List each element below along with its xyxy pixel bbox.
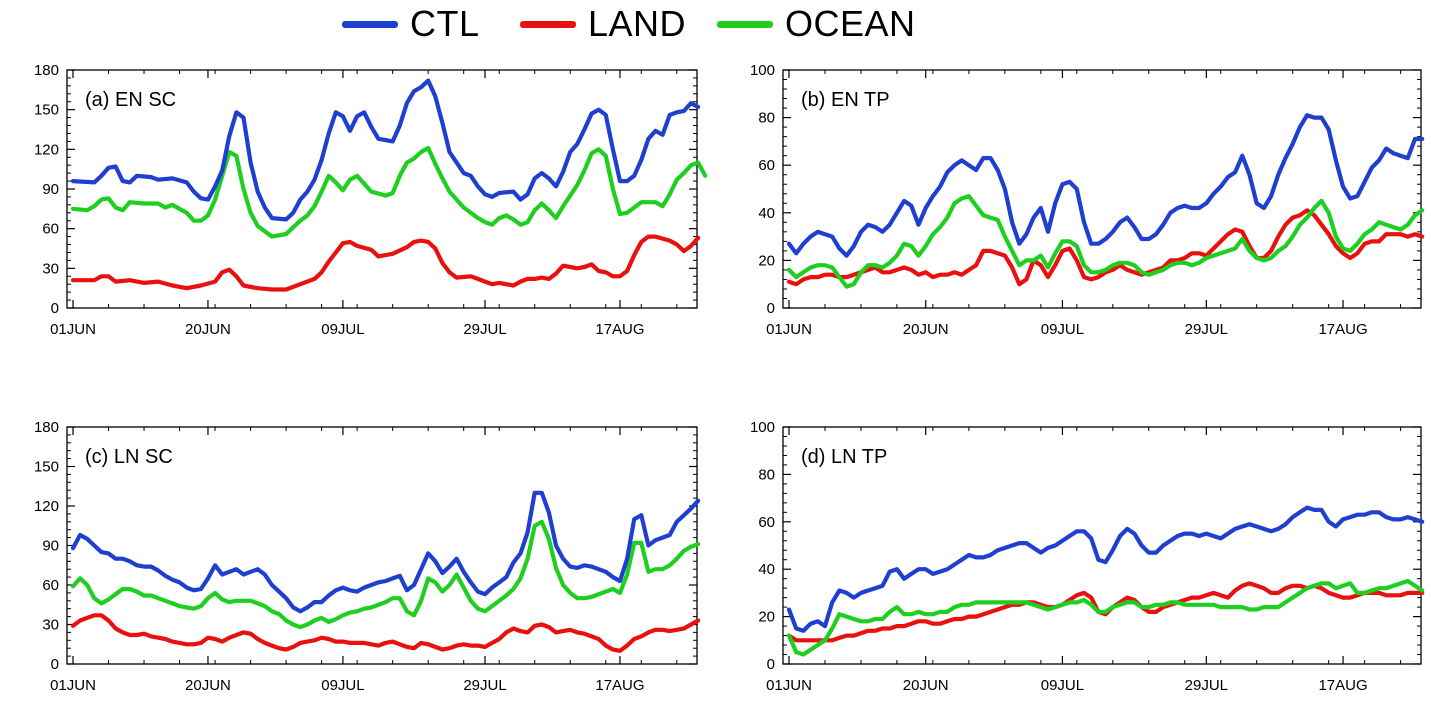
x-tick-label-d: 20JUN	[903, 677, 949, 694]
chart-c: 0 30 60 90 120 150 180 01JUN 20JUN 09JUL 29JUL 17AU…	[34, 419, 701, 694]
x-tick-label-b: 29JUL	[1185, 321, 1228, 338]
y-tick-label-d: 40	[758, 561, 775, 578]
series-line-ocean-a	[70, 145, 708, 239]
series-line-ctl-c	[70, 490, 701, 614]
panel-title-b: (b) EN TP	[801, 89, 890, 111]
series-line-land-a	[70, 234, 701, 292]
panel-title-a: (a) EN SC	[85, 89, 176, 111]
legend-item-land: LAND	[520, 2, 686, 46]
y-tick-label-b: 0	[767, 300, 775, 317]
y-tick-label-c: 60	[42, 577, 59, 594]
x-tick-label-d: 09JUL	[1041, 677, 1084, 694]
y-tick-label-c: 180	[34, 419, 59, 436]
series-line-ocean-d	[786, 578, 1425, 657]
chart-a: 0 30 60 90 120 150 180 01JUN 20JUN 09JUL 29JUL 17AU…	[34, 62, 708, 338]
series-line-ctl-a	[70, 78, 701, 222]
y-tick-label-b: 40	[758, 205, 775, 222]
x-tick-label-c: 09JUL	[321, 677, 364, 694]
legend-label-land: LAND	[588, 3, 687, 44]
x-tick-label-a: 17AUG	[595, 321, 644, 338]
plot-frame-d	[782, 426, 1422, 665]
y-tick-label-d: 60	[758, 514, 775, 531]
x-tick-label-a: 20JUN	[185, 321, 231, 338]
x-tick-label-a: 09JUL	[321, 321, 364, 338]
legend: CTL LAND OCEAN	[0, 0, 1431, 48]
legend-item-ctl: CTL	[342, 2, 480, 46]
legend-label-ctl: CTL	[410, 3, 480, 44]
y-tick-label-d: 0	[767, 656, 775, 673]
x-tick-label-d: 01JUN	[766, 677, 812, 694]
legend-item-ocean: OCEAN	[717, 2, 916, 46]
chart-d: 0 20 40 60 80 100 01JUN 20JUN 09JUL 29JUL 17AUG (d)…	[750, 419, 1425, 694]
x-tick-label-d: 29JUL	[1185, 677, 1228, 694]
y-tick-label-a: 60	[42, 221, 59, 238]
x-tick-label-c: 17AUG	[595, 677, 644, 694]
series-line-land-c	[70, 613, 701, 653]
x-tick-label-b: 20JUN	[903, 321, 949, 338]
series-line-ctl-d	[786, 505, 1425, 633]
chart-b: 0 20 40 60 80 100 01JUN 20JUN 09JUL 29JUL 17AUG (b)…	[750, 62, 1425, 338]
x-tick-label-a: 01JUN	[50, 321, 96, 338]
y-tick-label-b: 20	[758, 252, 775, 269]
y-tick-label-a: 150	[34, 102, 59, 119]
x-tick-label-d: 17AUG	[1318, 677, 1367, 694]
x-tick-label-c: 01JUN	[50, 677, 96, 694]
legend-swatch-land	[520, 20, 576, 28]
y-tick-label-a: 30	[42, 260, 59, 277]
y-tick-label-b: 100	[750, 62, 775, 79]
y-tick-label-a: 180	[34, 62, 59, 79]
legend-swatch-ctl	[342, 20, 398, 28]
plot-frame-b	[782, 69, 1422, 309]
panel-title-d: (d) LN TP	[801, 446, 887, 468]
x-tick-label-a: 29JUL	[463, 321, 506, 338]
y-tick-label-b: 80	[758, 110, 775, 127]
series-line-ctl-b	[786, 113, 1425, 258]
y-tick-label-c: 30	[42, 617, 59, 634]
legend-swatch-ocean	[717, 20, 773, 28]
y-tick-label-d: 100	[750, 419, 775, 436]
panel-title-c: (c) LN SC	[85, 446, 173, 468]
y-tick-label-d: 80	[758, 466, 775, 483]
series-line-land-b	[786, 208, 1425, 287]
x-tick-label-b: 01JUN	[766, 321, 812, 338]
y-tick-label-c: 90	[42, 538, 59, 555]
series-line-ocean-b	[786, 194, 1425, 289]
legend-label-ocean: OCEAN	[785, 3, 916, 44]
y-tick-label-c: 0	[51, 656, 59, 673]
y-tick-label-a: 120	[34, 141, 59, 158]
y-tick-label-a: 90	[42, 181, 59, 198]
y-tick-label-c: 150	[34, 459, 59, 476]
x-tick-label-c: 29JUL	[463, 677, 506, 694]
y-tick-label-d: 20	[758, 609, 775, 626]
y-tick-label-c: 120	[34, 498, 59, 515]
y-tick-label-a: 0	[51, 300, 59, 317]
x-tick-label-b: 17AUG	[1318, 321, 1367, 338]
x-tick-label-c: 20JUN	[185, 677, 231, 694]
x-tick-label-b: 09JUL	[1041, 321, 1084, 338]
y-tick-label-b: 60	[758, 157, 775, 174]
series-line-ocean-c	[70, 519, 701, 630]
